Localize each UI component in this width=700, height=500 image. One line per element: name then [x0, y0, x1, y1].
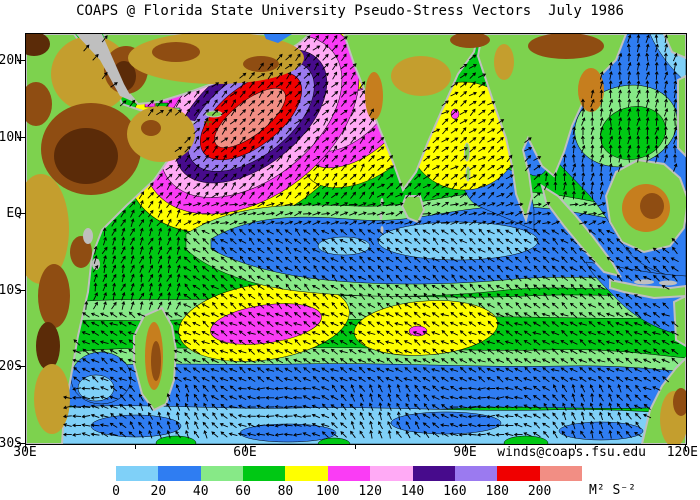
y-tick-mark	[17, 366, 25, 367]
y-tick-label: EQ	[6, 206, 22, 221]
colorbar-segment	[539, 466, 582, 481]
colorbar-segment	[370, 466, 413, 481]
map-frame	[25, 33, 687, 445]
plot-title: COAPS @ Florida State University Pseudo-…	[76, 3, 624, 19]
colorbar	[116, 466, 582, 481]
colorbar-segment	[412, 466, 455, 481]
x-tick-mark	[685, 444, 686, 451]
colorbar-segment	[327, 466, 371, 481]
landmass-srilanka	[400, 195, 426, 224]
colorbar-segment	[497, 466, 540, 481]
colorbar-segment	[285, 466, 328, 481]
persian-gulf	[264, 34, 292, 43]
x-tick-label: 90E	[453, 445, 477, 460]
colorbar-tick-label: 160	[443, 484, 467, 499]
colorbar-tick-label: 100	[316, 484, 340, 499]
colorbar-segment	[200, 466, 244, 481]
map-canvas	[26, 34, 686, 444]
landmass-java	[609, 278, 686, 300]
colorbar-tick-label: 200	[527, 484, 552, 499]
landmass-corner_ne	[662, 34, 686, 60]
x-minor-tick-mark	[135, 444, 136, 449]
colorbar-segment	[243, 466, 286, 481]
colorbar-tick-label: 40	[192, 484, 209, 499]
colorbar-segment	[116, 466, 159, 481]
colorbar-tick-label: 0	[112, 484, 120, 499]
contact-email: winds@coaps.fsu.edu	[497, 445, 646, 460]
x-minor-tick-mark	[575, 444, 576, 449]
y-tick-mark	[17, 213, 25, 214]
y-tick-mark	[17, 289, 25, 291]
y-tick-label: 30S	[0, 435, 22, 451]
y-tick-label: 10N	[0, 129, 22, 145]
colorbar-tick-label: 180	[485, 484, 509, 499]
colorbar-segment	[454, 466, 498, 481]
landmass-sliver_e1	[677, 74, 686, 158]
colorbar-tick-label: 20	[150, 484, 167, 499]
colorbar-segment	[158, 466, 201, 481]
x-minor-tick-mark	[355, 444, 356, 449]
x-tick-label: 30E	[13, 445, 37, 460]
red-sea	[76, 34, 134, 102]
y-tick-mark	[17, 136, 25, 138]
colorbar-tick-label: 60	[235, 484, 251, 499]
colorbar-tick-label: 140	[400, 484, 425, 499]
x-tick-mark	[25, 444, 26, 451]
x-tick-label: 60E	[233, 445, 257, 460]
x-tick-mark	[245, 444, 246, 451]
x-tick-mark	[465, 444, 466, 451]
y-tick-label: 10S	[0, 282, 22, 298]
y-tick-label: 20S	[0, 359, 22, 374]
terrain-layer	[26, 34, 686, 444]
colorbar-units: M² S⁻²	[589, 483, 636, 498]
colorbar-tick-label: 80	[277, 484, 294, 499]
landmass-sliver_e2	[672, 294, 686, 348]
x-tick-label: 120E	[666, 445, 698, 460]
y-tick-mark	[17, 442, 25, 444]
y-tick-mark	[17, 60, 25, 61]
y-tick-label: 20N	[0, 53, 22, 68]
colorbar-tick-label: 120	[358, 484, 382, 499]
wind-vectors-layer	[62, 34, 679, 439]
